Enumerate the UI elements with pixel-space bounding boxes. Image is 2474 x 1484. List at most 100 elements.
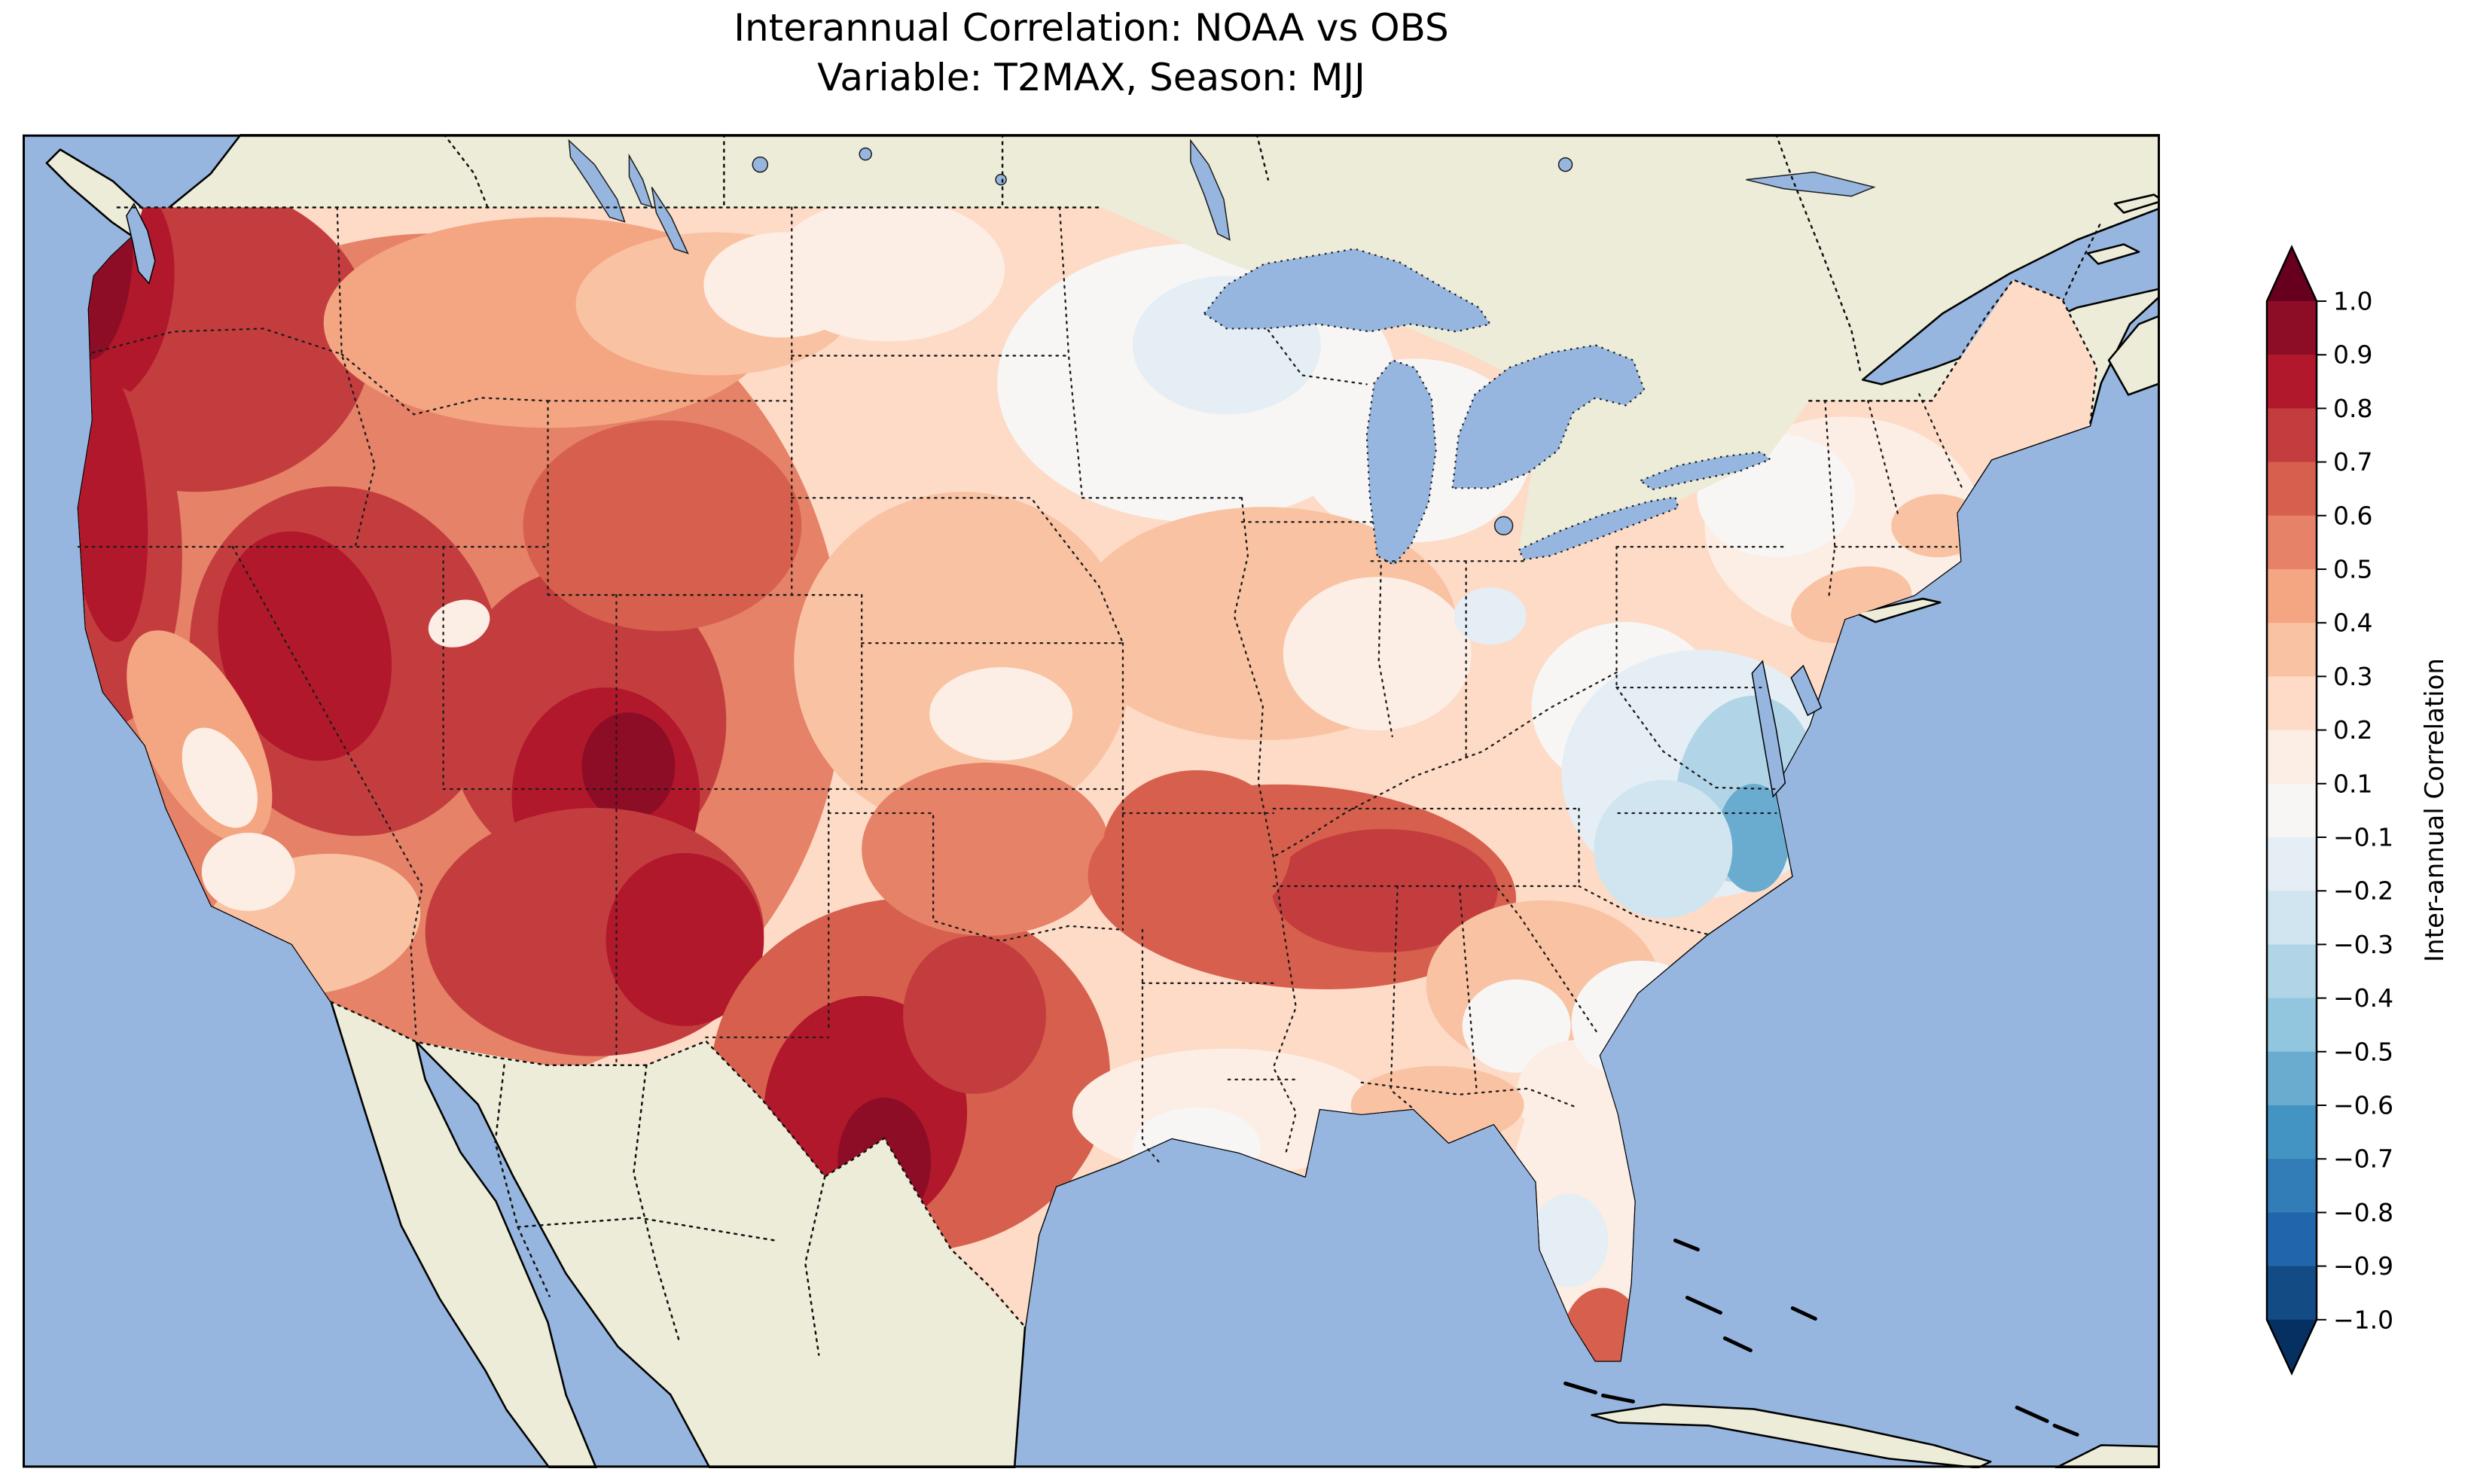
field-blob (1594, 780, 1733, 919)
colorbar-band (2267, 408, 2317, 463)
colorbar-tick-label: 0.3 (2333, 662, 2372, 691)
lake-huron (1451, 344, 1646, 489)
field-blob (606, 852, 764, 1026)
colorbar-tick-label: −0.1 (2333, 823, 2393, 852)
colorbar-tick-label: −0.5 (2333, 1037, 2393, 1066)
lake-erie (1518, 496, 1679, 561)
colorbar-tick-label: −0.2 (2333, 876, 2393, 906)
colorbar-tick-label: 0.1 (2333, 769, 2372, 798)
title-line-1: Interannual Correlation: NOAA vs OBS (734, 6, 1449, 50)
chesapeake-bay (1751, 660, 1786, 798)
colorbar-band (2267, 676, 2317, 731)
colorbar-tick-label: 0.6 (2333, 501, 2372, 530)
long-island (1854, 597, 1942, 623)
field-blob (218, 531, 392, 761)
lake-ontario (1639, 451, 1772, 491)
colorbar-band (2267, 944, 2317, 999)
nova-scotia (2107, 314, 2160, 396)
field-blob (1283, 577, 1472, 731)
lake-st-clair (1493, 516, 1514, 535)
ottawa-river (1746, 171, 1876, 197)
puget-sound (126, 203, 156, 285)
colorbar-tick-label: −0.7 (2333, 1144, 2393, 1174)
us-mexico-border (330, 1001, 1027, 1328)
colorbar-band (2267, 515, 2317, 570)
colorbar-band (2267, 1105, 2317, 1159)
colorbar-band (2267, 891, 2317, 946)
field-blob (862, 763, 1110, 936)
colorbar-tick-label: 0.7 (2333, 447, 2372, 477)
colorbar-ticks: 1.0 0.9 0.8 0.7 0.6 0.5 0.4 0.3 0.2 0.1 −0.1 −0.2 −0… (2317, 287, 2393, 1334)
international-borders (116, 134, 2101, 1356)
colorbar-band (2267, 1159, 2317, 1214)
colorbar-extend-over (2267, 247, 2317, 301)
colorbar-band (2267, 730, 2317, 785)
field-blob (929, 667, 1073, 761)
field-blob (1530, 1193, 1609, 1287)
canada-pond-1 (752, 156, 769, 173)
map-frame (23, 134, 2160, 1468)
colorbar-tick-label: 0.8 (2333, 394, 2372, 423)
us-canada-border (116, 206, 2098, 427)
field-blob (201, 832, 295, 911)
caribbean-islets (2015, 1405, 2079, 1437)
figure-title: Interannual Correlation: NOAA vs OBS Var… (23, 3, 2160, 102)
colorbar-tick-label: −0.9 (2333, 1251, 2393, 1281)
field-blob (1462, 979, 1571, 1073)
us-correlation-map (23, 134, 2160, 1468)
colorbar-tick-label: 1.0 (2333, 287, 2372, 316)
canada-pond-4 (1557, 157, 1573, 172)
state-borders-plains (791, 206, 1274, 1165)
field-blob (1102, 770, 1291, 928)
canada-pond-3 (995, 173, 1007, 186)
canada-lake-2 (628, 153, 653, 208)
colorbar: 1.0 0.9 0.8 0.7 0.6 0.5 0.4 0.3 0.2 0.1 −0.1 −0.2 −0… (2265, 244, 2450, 1376)
mexico-state-borders (494, 1064, 826, 1356)
bahamas (1673, 1239, 1817, 1352)
colorbar-tick-label: 0.2 (2333, 715, 2372, 745)
colorbar-tick-label: −1.0 (2333, 1305, 2393, 1334)
lake-winnipeg (1190, 139, 1231, 241)
canada-lake-3 (651, 187, 689, 254)
colorbar-band (2267, 1266, 2317, 1321)
colorbar-tick-label: 0.5 (2333, 555, 2372, 584)
state-borders-midwest-south (1141, 329, 1777, 1156)
field-blob (523, 420, 802, 632)
anticosti-island (2113, 193, 2160, 214)
colorbar-band (2267, 462, 2317, 517)
field-blob (771, 207, 1005, 342)
field-blob (182, 727, 258, 828)
lake-superior (1203, 248, 1492, 333)
colorbar-band (2267, 783, 2317, 838)
field-blob (1454, 587, 1527, 645)
canada-lake-1 (568, 139, 626, 223)
state-borders (77, 206, 1964, 1165)
colorbar-band (2267, 998, 2317, 1053)
colorbar-band (2267, 837, 2317, 891)
colorbar-band (2267, 623, 2317, 678)
state-borders-east (1495, 393, 1964, 1032)
field-blob (581, 712, 676, 821)
colorbar-extend-under (2267, 1319, 2317, 1373)
colorbar-band (2267, 355, 2317, 410)
field-blob (903, 935, 1047, 1094)
colorbar-tick-label: −0.8 (2333, 1198, 2393, 1227)
prince-edward-island (2086, 243, 2140, 265)
colorbar-band (2267, 569, 2317, 623)
colorbar-band (2267, 1212, 2317, 1267)
field-blob (1271, 828, 1498, 952)
colorbar-tick-label: −0.6 (2333, 1091, 2393, 1120)
state-borders-west (77, 206, 1124, 1066)
colorbar-tick-label: −0.4 (2333, 983, 2393, 1013)
title-line-2: Variable: T2MAX, Season: MJJ (817, 56, 1365, 99)
colorbar-tick-label: 0.4 (2333, 608, 2372, 638)
delaware-bay (1790, 664, 1823, 717)
lakes (126, 139, 1876, 798)
florida-keys (1563, 1381, 1635, 1403)
canada-pond-2 (859, 147, 872, 161)
field-blob (1717, 784, 1790, 892)
cuba (1591, 1403, 1992, 1468)
colorbar-label: Inter-annual Correlation (2420, 658, 2450, 962)
colorbar-tick-label: −0.3 (2333, 930, 2393, 959)
